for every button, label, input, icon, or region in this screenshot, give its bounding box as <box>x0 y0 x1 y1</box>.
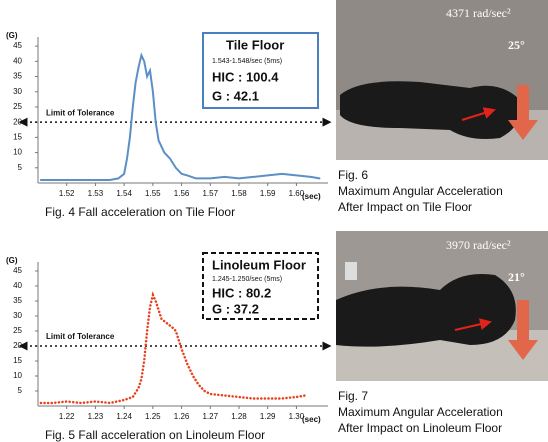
x-tick-label: 1.54 <box>116 189 132 198</box>
y-tick-label: 25 <box>13 326 22 335</box>
x-axis-label: (sec) <box>302 192 321 201</box>
arrow <box>461 107 496 121</box>
fig-caption: After Impact on Linoleum Floor <box>338 421 502 435</box>
fig-caption: After Impact on Tile Floor <box>338 200 472 214</box>
y-tick-label: 40 <box>13 281 22 290</box>
info-text: Linoleum Floor <box>212 257 306 272</box>
x-tick-label: 1.24 <box>116 412 132 421</box>
photo-label: 4371 rad/sec² <box>446 6 511 20</box>
info-box <box>202 252 319 320</box>
x-tick-label: 1.52 <box>59 189 75 198</box>
y-tick-label: 30 <box>13 311 22 320</box>
y-tick-label: 45 <box>13 41 22 50</box>
outlet <box>345 262 357 280</box>
fig-caption: Maximum Angular Acceleration <box>338 184 503 198</box>
y-tick-label: 10 <box>13 148 22 157</box>
x-tick-label: 1.26 <box>174 412 190 421</box>
photo <box>336 231 548 381</box>
caption: Fig. 4 Fall acceleration on Tile Floor <box>45 205 235 219</box>
y-tick-label: 40 <box>13 56 22 65</box>
y-tick-label: 45 <box>13 266 22 275</box>
y-tick-label: 5 <box>18 386 23 395</box>
info-text: HIC : 100.4 <box>212 69 279 84</box>
y-tick-label: 25 <box>13 102 22 111</box>
y-tick-label: 20 <box>13 117 22 126</box>
x-tick-label: 1.28 <box>231 412 247 421</box>
y-tick-label: 20 <box>13 341 22 350</box>
photo-label: 3970 rad/sec² <box>446 238 511 252</box>
dummy <box>336 274 516 347</box>
info-text: G : 37.2 <box>212 301 259 316</box>
x-tick-label: 1.27 <box>202 412 218 421</box>
x-tick-label: 1.53 <box>88 189 104 198</box>
force-arrow <box>517 85 529 120</box>
y-tick-label: 15 <box>13 356 22 365</box>
fig-caption: Maximum Angular Acceleration <box>338 405 503 419</box>
info-text: Tile Floor <box>226 37 284 52</box>
x-tick-label: 1.30 <box>289 412 305 421</box>
y-tick-label: 35 <box>13 72 22 81</box>
arrow <box>454 318 492 331</box>
x-tick-label: 1.29 <box>260 412 276 421</box>
x-axis-label: (sec) <box>302 415 321 424</box>
y-tick-label: 10 <box>13 371 22 380</box>
fig-label: Fig. 7 <box>338 389 368 403</box>
reference-label: Limit of Tolerance <box>46 108 115 117</box>
info-text: 1.245-1.250/sec (5ms) <box>212 276 282 283</box>
x-tick-label: 1.57 <box>202 189 218 198</box>
force-arrow <box>517 300 529 340</box>
photo <box>336 0 548 160</box>
info-box <box>202 32 319 109</box>
fig-label: Fig. 6 <box>338 168 368 182</box>
reference-label: Limit of Tolerance <box>46 332 115 341</box>
force-arrow-head <box>508 120 538 140</box>
y-tick-label: 5 <box>18 163 23 172</box>
y-axis-label: (G) <box>6 31 18 40</box>
y-tick-label: 15 <box>13 132 22 141</box>
info-text: 1.543-1.548/sec (5ms) <box>212 58 282 65</box>
data-line <box>39 52 321 181</box>
x-tick-label: 1.58 <box>231 189 247 198</box>
x-tick-label: 1.23 <box>88 412 104 421</box>
data-line <box>39 291 307 405</box>
y-tick-label: 30 <box>13 87 22 96</box>
x-tick-label: 1.60 <box>289 189 305 198</box>
caption: Fig. 5 Fall acceleration on Linoleum Flo… <box>45 428 265 442</box>
x-tick-label: 1.25 <box>145 412 161 421</box>
y-tick-label: 35 <box>13 296 22 305</box>
photo-angle: 25° <box>508 38 525 52</box>
dummy <box>340 81 521 139</box>
info-text: HIC : 80.2 <box>212 285 271 300</box>
x-tick-label: 1.56 <box>174 189 190 198</box>
x-tick-label: 1.22 <box>59 412 75 421</box>
x-tick-label: 1.59 <box>260 189 276 198</box>
y-axis-label: (G) <box>6 256 18 265</box>
info-text: G : 42.1 <box>212 88 259 103</box>
x-tick-label: 1.55 <box>145 189 161 198</box>
force-arrow-head <box>508 340 538 360</box>
photo-angle: 21° <box>508 270 525 284</box>
